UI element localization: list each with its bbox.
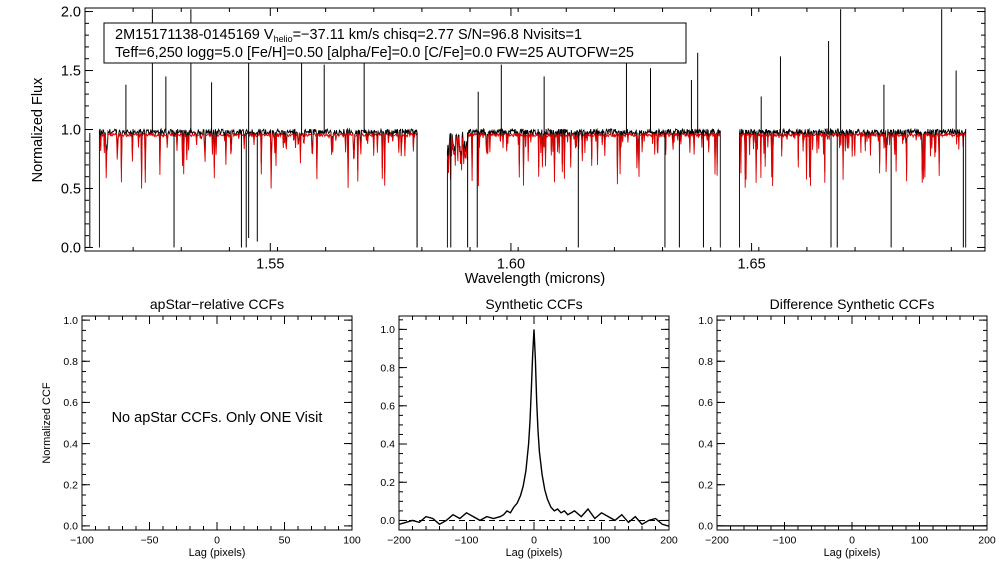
difference-ccf-xtick-label: 0	[849, 535, 855, 547]
synthetic-ccf-ytick-label: 0.8	[380, 362, 395, 374]
synthetic-ccf-x-label: Lag (pixels)	[506, 547, 563, 559]
difference-ccf-xtick-label: 100	[911, 535, 929, 547]
spectrum-series-group	[89, 9, 967, 248]
difference-ccf-xtick-label: −200	[705, 535, 729, 547]
synthetic-ccf-xtick-label: −100	[455, 535, 479, 547]
synthetic-ccf-ytick-label: 0.2	[380, 477, 395, 489]
apstar-ccf-ytick-label: 0.8	[63, 356, 78, 368]
header-line-1: 2M15171138-0145169 Vhelio=−37.11 km/s ch…	[115, 27, 582, 44]
difference-ccf-x-label: Lag (pixels)	[824, 547, 881, 559]
synthetic-ccf-xtick-label: −200	[387, 535, 411, 547]
spectrum-ytick-label: 0.0	[61, 241, 81, 257]
apstar-ccf-ytick-label: 0.4	[63, 438, 78, 450]
apstar-ccf-xtick-label: −50	[141, 535, 159, 547]
apstar-ccf-panel: apStar−relative CCFs −100 −50 0 50 100 0.0 0.2…	[41, 296, 361, 559]
header-box	[103, 22, 687, 64]
observed-spectrum-chip-1	[98, 127, 418, 248]
apstar-ccf-axes: −100 −50 0 50 100 0.0 0.2 0.4 0.6 0.8 1.0	[63, 315, 361, 547]
spectrum-ytick-label: 1.5	[61, 64, 81, 80]
synthetic-ccf-panel: Synthetic CCFs −200 −100 0 100 200 0.0 0.2 0.4 0…	[380, 296, 678, 559]
model-spectrum-chip-1	[99, 131, 418, 189]
difference-ccf-ytick-label: 0.6	[698, 397, 713, 409]
apstar-ccf-xtick-label: −100	[70, 535, 94, 547]
apstar-ccf-ytick-label: 1.0	[63, 315, 78, 327]
apstar-ccf-x-label: Lag (pixels)	[189, 547, 246, 559]
synthetic-ccf-ytick-label: 0.0	[380, 515, 395, 527]
apstar-ccf-xtick-label: 0	[214, 535, 220, 547]
apstar-ccf-xtick-label: 100	[343, 535, 361, 547]
synthetic-ccf-title: Synthetic CCFs	[485, 296, 582, 312]
apstar-ccf-ytick-label: 0.6	[63, 397, 78, 409]
synthetic-ccf-xtick-label: 200	[660, 535, 678, 547]
header-line-2: Teff=6,250 logg=5.0 [Fe/H]=0.50 [alpha/F…	[115, 45, 634, 61]
synthetic-ccf-ytick-label: 0.6	[380, 400, 395, 412]
spectrum-ytick-label: 1.0	[61, 123, 81, 139]
difference-ccf-axes: −200 −100 0 100 200 0.0 0.2 0.4 0.6 0.8 1.0	[698, 315, 996, 547]
synthetic-ccf-series-group	[399, 329, 669, 527]
spectrum-panel: 1.55 1.60 1.65 0.0 0.5 1.0 1.5 2.0 2M15171138-0…	[30, 5, 986, 287]
difference-ccf-panel: Difference Synthetic CCFs −200 −100 0 100 20…	[698, 296, 996, 559]
difference-ccf-ytick-label: 0.4	[698, 438, 713, 450]
apstar-ccf-title: apStar−relative CCFs	[150, 296, 284, 312]
apstar-ccf-annotation: No apStar CCFs. Only ONE Visit	[112, 410, 323, 426]
synthetic-ccf-line	[399, 329, 669, 527]
spectrum-x-label: Wavelength (microns)	[465, 271, 605, 287]
model-spectrum-chip-2	[446, 131, 721, 187]
synthetic-ccf-xtick-label: 100	[593, 535, 611, 547]
synthetic-ccf-ytick-label: 1.0	[380, 324, 395, 336]
apstar-ccf-ytick-label: 0.0	[63, 521, 78, 533]
spectrum-axes: 1.55 1.60 1.65 0.0 0.5 1.0 1.5 2.0	[61, 5, 985, 273]
spectrum-ytick-label: 0.5	[61, 182, 81, 198]
synthetic-ccf-frame	[398, 315, 670, 531]
spectrum-xtick-label: 1.60	[497, 257, 525, 273]
synthetic-ccf-axes: −200 −100 0 100 200 0.0 0.2 0.4 0.6 0.8 1.0	[380, 316, 678, 547]
difference-ccf-ytick-label: 1.0	[698, 315, 713, 327]
apstar-ccf-y-label: Normalized CCF	[41, 382, 53, 464]
difference-ccf-frame	[716, 315, 988, 531]
difference-ccf-ytick-label: 0.0	[698, 521, 713, 533]
difference-ccf-ytick-label: 0.2	[698, 479, 713, 491]
difference-ccf-title: Difference Synthetic CCFs	[770, 296, 935, 312]
apstar-ccf-ytick-label: 0.2	[63, 479, 78, 491]
model-spectrum-chip-3	[739, 131, 967, 188]
spectrum-xtick-label: 1.55	[256, 257, 284, 273]
spectrum-y-label: Normalized Flux	[30, 77, 46, 182]
synthetic-ccf-xtick-label: 0	[531, 535, 537, 547]
difference-ccf-xtick-label: 200	[978, 535, 996, 547]
spectrum-xtick-label: 1.65	[737, 257, 765, 273]
apstar-ccf-xtick-label: 50	[279, 535, 291, 547]
difference-ccf-ytick-label: 0.8	[698, 356, 713, 368]
difference-ccf-xtick-label: −100	[773, 535, 797, 547]
synthetic-ccf-ytick-label: 0.4	[380, 439, 395, 451]
spectrum-ytick-label: 2.0	[61, 5, 81, 21]
